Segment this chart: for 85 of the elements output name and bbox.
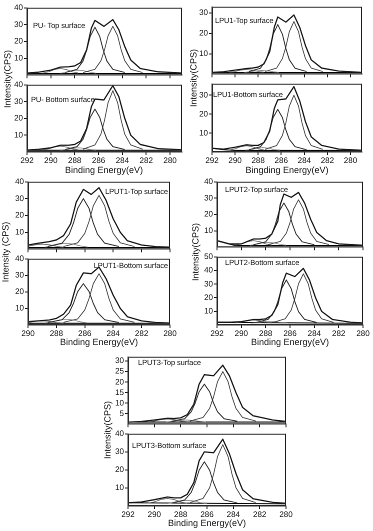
y-tick-label: 50: [204, 252, 214, 262]
x-tick-label: 288: [251, 156, 266, 166]
y-tick-label: 40: [15, 254, 25, 264]
x-tick-label: 288: [68, 156, 82, 166]
y-tick-label: 40: [14, 80, 24, 90]
y-tick-label: 30: [15, 194, 25, 203]
y-tick-label: 20: [199, 109, 209, 118]
x-tick-label: 292: [20, 156, 34, 166]
y-tick-label: 20: [15, 287, 25, 296]
y-tick-label: 40: [15, 177, 25, 186]
y-tick-label: 10: [199, 128, 209, 138]
x-tick-label: 288: [258, 329, 273, 338]
y-tick-label: 40: [204, 177, 214, 186]
x-axis-title: Binding Energy(eV): [250, 337, 330, 347]
y-tick-label: 10: [199, 48, 209, 58]
x-tick-label: 292: [205, 156, 220, 166]
x-axis-title: Bingding Energy(eV): [245, 165, 329, 175]
x-tick-label: 286: [274, 156, 288, 166]
y-tick-label: 20: [14, 114, 24, 123]
x-tick-label: 284: [106, 329, 120, 338]
y-tick-label: 10: [14, 54, 24, 63]
x-tick-label: 284: [226, 510, 241, 520]
x-tick-label: 280: [163, 156, 178, 166]
y-tick-label: 20: [204, 292, 214, 302]
y-tick-label: 30: [204, 279, 214, 288]
x-tick-label: 282: [320, 156, 335, 166]
x-tick-label: 286: [200, 510, 214, 520]
y-tick-label: 30: [115, 447, 125, 456]
y-tick-label: 20: [15, 210, 25, 220]
x-tick-label: 280: [279, 510, 294, 520]
y-tick-label: 40: [14, 3, 24, 12]
x-tick-label: 284: [116, 156, 130, 166]
x-tick-label: 280: [344, 156, 358, 166]
y-tick-label: 10: [204, 226, 214, 236]
x-tick-label: 290: [148, 510, 162, 520]
y-tick-label: 30: [204, 193, 214, 202]
y-tick-label: 10: [14, 130, 24, 140]
y-tick-label: 10: [115, 398, 125, 408]
x-tick-label: 282: [140, 156, 154, 166]
x-tick-label: 286: [92, 156, 106, 166]
y-tick-label: 40: [115, 429, 125, 438]
x-tick-label: 290: [234, 329, 249, 338]
y-tick-label: 40: [204, 266, 214, 275]
y-tick-label: 10: [115, 483, 125, 492]
y-tick-label: 10: [15, 228, 25, 237]
y-tick-label: 15: [115, 388, 125, 397]
y-tick-label: 30: [14, 20, 24, 29]
x-tick-label: 282: [134, 329, 149, 338]
x-tick-label: 290: [228, 156, 242, 166]
y-tick-label: 20: [115, 465, 125, 474]
x-tick-label: 286: [283, 329, 298, 338]
y-axis-title: Intensity(CPS): [2, 50, 12, 108]
y-tick-label: 20: [199, 28, 209, 38]
y-tick-label: 30: [14, 96, 24, 106]
y-tick-label: 30: [199, 90, 209, 100]
y-axis-title: Intensity(CPS): [190, 222, 200, 282]
x-tick-label: 282: [332, 329, 346, 338]
x-tick-label: 280: [356, 329, 370, 338]
x-axis-title: Binding Energy(eV): [60, 337, 138, 347]
y-tick-label: 30: [15, 270, 25, 280]
x-tick-label: 290: [44, 156, 58, 166]
y-tick-label: 10: [204, 306, 214, 316]
y-tick-label: 10: [15, 304, 25, 313]
y-axis-title: Intensity(CPS): [188, 48, 198, 108]
y-tick-label: 30: [115, 356, 125, 366]
x-tick-label: 286: [78, 329, 92, 338]
y-tick-label: 5: [120, 408, 125, 418]
y-tick-label: 20: [204, 210, 214, 219]
y-axis-title: Intensity (CPS): [0, 222, 10, 282]
y-tick-label: 30: [199, 8, 209, 18]
x-tick-label: 282: [252, 510, 267, 520]
x-tick-label: 292: [210, 329, 224, 338]
x-axis-title: Binding Energy(eV): [64, 165, 144, 175]
x-tick-label: 280: [163, 329, 178, 338]
x-tick-label: 284: [308, 329, 322, 338]
y-tick-label: 20: [14, 36, 24, 46]
x-tick-label: 292: [121, 510, 136, 520]
x-axis-title: Binding Energy(eV): [168, 518, 246, 528]
x-tick-label: 288: [50, 329, 64, 338]
x-tick-label: 288: [174, 510, 188, 520]
x-tick-label: 284: [298, 156, 312, 166]
y-tick-label: 20: [115, 377, 125, 386]
x-tick-label: 290: [21, 329, 36, 338]
y-axis-title: Intensity(CPS): [102, 400, 112, 460]
y-tick-label: 25: [115, 366, 125, 376]
